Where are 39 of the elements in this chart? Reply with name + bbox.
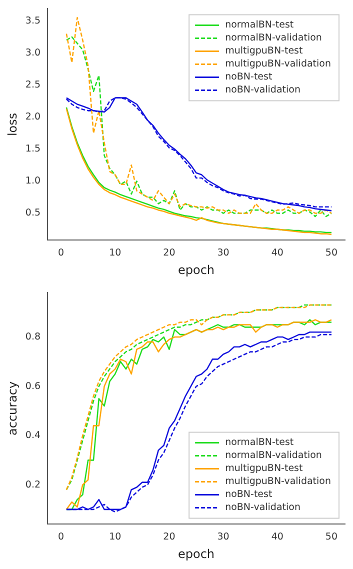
x-tick-label: 50 bbox=[325, 531, 338, 542]
legend-label: multigpuBN-validation bbox=[225, 58, 332, 70]
y-axis-title: accuracy bbox=[5, 381, 20, 436]
y-tick-label: 2.5 bbox=[25, 79, 41, 90]
legend-label: multigpuBN-test bbox=[225, 46, 303, 57]
y-tick-label: 1.5 bbox=[25, 144, 41, 155]
y-tick-label: 0.4 bbox=[25, 430, 41, 442]
y-tick-label: 2.0 bbox=[25, 112, 41, 123]
x-axis-title: epoch bbox=[178, 262, 215, 277]
y-tick-label: 0.8 bbox=[25, 332, 41, 342]
y-tick-label: 0.5 bbox=[25, 208, 41, 219]
y-tick-label: 0.6 bbox=[25, 380, 41, 392]
x-tick-label: 30 bbox=[217, 531, 230, 542]
legend-label: multigpuBN-test bbox=[225, 463, 303, 474]
legend-label: noBN-validation bbox=[225, 84, 300, 96]
legend-label: normalBN-validation bbox=[225, 32, 322, 44]
legend-label: normalBN-test bbox=[225, 20, 294, 31]
x-tick-label: 40 bbox=[271, 531, 284, 542]
x-tick-label: 20 bbox=[163, 247, 176, 258]
x-tick-label: 10 bbox=[109, 531, 122, 542]
legend-label: normalBN-validation bbox=[225, 450, 322, 462]
x-tick-label: 0 bbox=[58, 531, 64, 542]
x-tick-label: 50 bbox=[325, 247, 338, 258]
y-tick-label: 0.2 bbox=[25, 479, 41, 490]
legend-label: normalBN-test bbox=[225, 437, 294, 448]
y-tick-label: 3.0 bbox=[25, 47, 41, 58]
legend-label: multigpuBN-validation bbox=[225, 476, 332, 488]
x-tick-label: 0 bbox=[58, 247, 64, 258]
x-axis-title: epoch bbox=[178, 546, 215, 561]
y-tick-label: 1.0 bbox=[25, 176, 41, 187]
y-tick-label: 3.5 bbox=[25, 15, 41, 26]
y-axis-title: loss bbox=[5, 112, 20, 136]
x-tick-label: 20 bbox=[163, 531, 176, 542]
x-tick-label: 10 bbox=[109, 247, 122, 258]
x-tick-label: 30 bbox=[217, 247, 230, 258]
x-tick-label: 40 bbox=[271, 247, 284, 258]
legend-label: noBN-test bbox=[225, 489, 272, 500]
legend-label: noBN-validation bbox=[225, 502, 300, 514]
legend-label: noBN-test bbox=[225, 72, 272, 83]
